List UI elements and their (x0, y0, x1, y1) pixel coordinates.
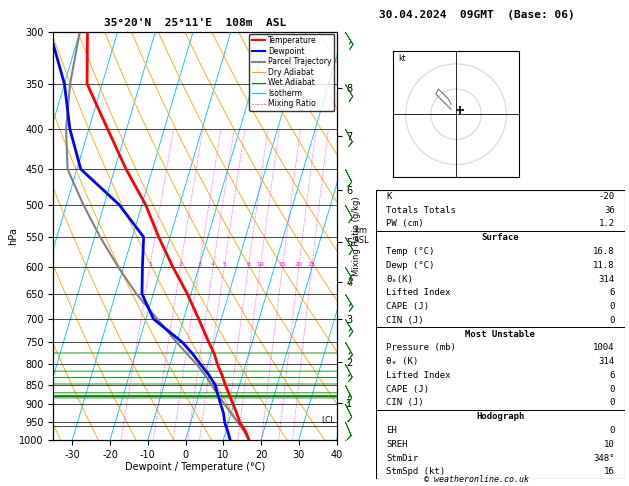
Text: 0: 0 (610, 302, 615, 311)
Text: 6: 6 (610, 371, 615, 380)
Text: 16.8: 16.8 (593, 247, 615, 256)
Text: 10: 10 (257, 261, 264, 267)
Text: 348°: 348° (593, 453, 615, 463)
Y-axis label: hPa: hPa (8, 227, 18, 244)
Text: 2: 2 (179, 261, 182, 267)
Text: 36: 36 (604, 206, 615, 215)
Text: K: K (386, 192, 391, 201)
Text: Lifted Index: Lifted Index (386, 288, 450, 297)
Text: 0: 0 (610, 399, 615, 407)
Text: 0: 0 (610, 316, 615, 325)
Text: SREH: SREH (386, 440, 408, 449)
Text: CAPE (J): CAPE (J) (386, 385, 429, 394)
Text: 314: 314 (599, 357, 615, 366)
Text: 25: 25 (308, 261, 316, 267)
Text: 15: 15 (279, 261, 286, 267)
Text: Dewp (°C): Dewp (°C) (386, 261, 435, 270)
Text: 6: 6 (610, 288, 615, 297)
Text: θₑ (K): θₑ (K) (386, 357, 418, 366)
Text: 1.2: 1.2 (599, 220, 615, 228)
Text: 0: 0 (610, 385, 615, 394)
Text: 10: 10 (604, 440, 615, 449)
Text: 20: 20 (295, 261, 303, 267)
Text: 1004: 1004 (593, 344, 615, 352)
Text: 8: 8 (247, 261, 250, 267)
Text: CIN (J): CIN (J) (386, 316, 424, 325)
Y-axis label: km
ASL: km ASL (354, 226, 369, 245)
Text: 0: 0 (610, 426, 615, 435)
Text: CAPE (J): CAPE (J) (386, 302, 429, 311)
Text: Most Unstable: Most Unstable (465, 330, 535, 339)
Text: 30.04.2024  09GMT  (Base: 06): 30.04.2024 09GMT (Base: 06) (379, 10, 574, 19)
Text: StmDir: StmDir (386, 453, 418, 463)
Text: θₑ(K): θₑ(K) (386, 275, 413, 283)
Text: 16: 16 (604, 468, 615, 476)
Legend: Temperature, Dewpoint, Parcel Trajectory, Dry Adiabat, Wet Adiabat, Isotherm, Mi: Temperature, Dewpoint, Parcel Trajectory… (249, 34, 334, 111)
Text: Temp (°C): Temp (°C) (386, 247, 435, 256)
Text: LCL: LCL (321, 416, 335, 425)
Text: 3: 3 (198, 261, 201, 267)
Text: 11.8: 11.8 (593, 261, 615, 270)
Text: -20: -20 (599, 192, 615, 201)
Title: 35°20'N  25°11'E  108m  ASL: 35°20'N 25°11'E 108m ASL (104, 18, 286, 28)
Text: Hodograph: Hodograph (476, 412, 525, 421)
Text: 314: 314 (599, 275, 615, 283)
Text: CIN (J): CIN (J) (386, 399, 424, 407)
Text: 1: 1 (148, 261, 152, 267)
Text: 4: 4 (211, 261, 215, 267)
Text: Mixing Ratio (g/kg): Mixing Ratio (g/kg) (352, 196, 361, 276)
Text: 5: 5 (222, 261, 226, 267)
Text: Totals Totals: Totals Totals (386, 206, 456, 215)
Text: Pressure (mb): Pressure (mb) (386, 344, 456, 352)
Text: kt: kt (398, 54, 406, 63)
Text: © weatheronline.co.uk: © weatheronline.co.uk (424, 475, 529, 485)
Text: StmSpd (kt): StmSpd (kt) (386, 468, 445, 476)
Text: Surface: Surface (482, 233, 519, 242)
Text: PW (cm): PW (cm) (386, 220, 424, 228)
Text: EH: EH (386, 426, 397, 435)
Text: Lifted Index: Lifted Index (386, 371, 450, 380)
X-axis label: Dewpoint / Temperature (°C): Dewpoint / Temperature (°C) (125, 462, 265, 472)
